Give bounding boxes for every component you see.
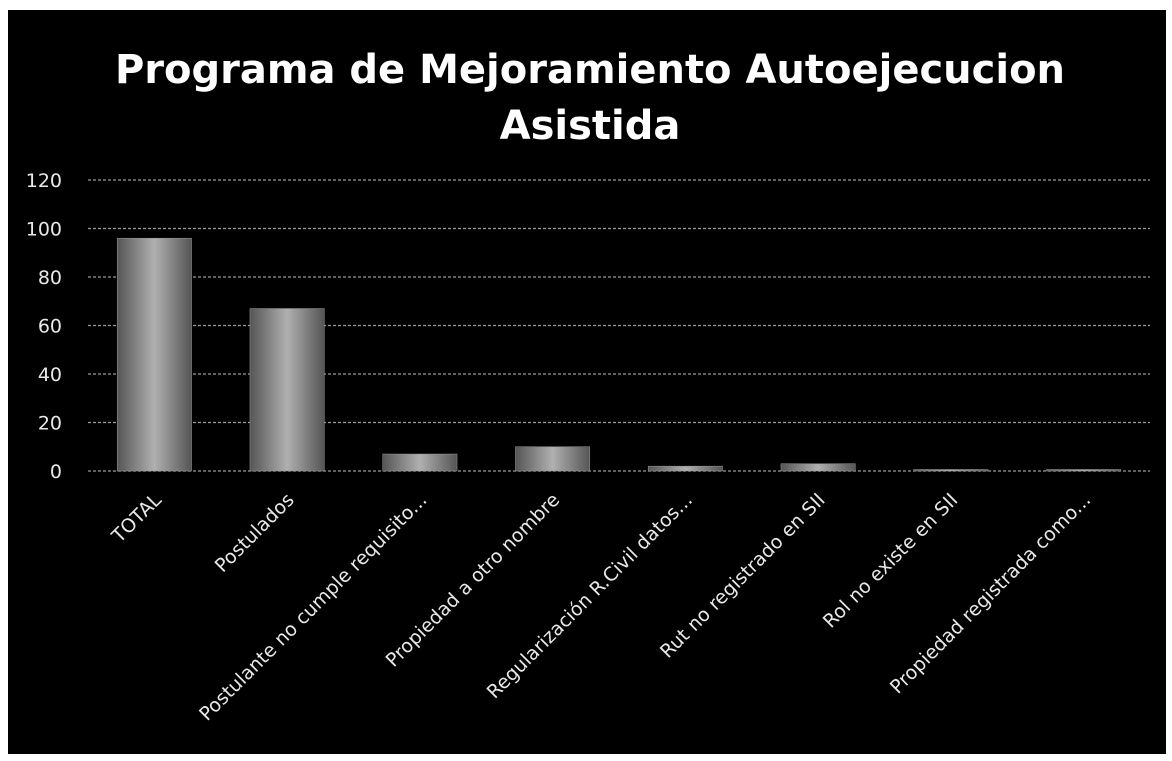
x-tick-label: Regularización R.Civil datos... [483, 489, 697, 703]
bar [249, 308, 325, 472]
bar [647, 465, 723, 472]
bar [913, 469, 989, 472]
bar [382, 453, 458, 472]
x-tick-label: TOTAL [107, 489, 166, 548]
bar [780, 463, 856, 472]
y-tick-label: 100 [26, 219, 62, 241]
chart-title: Programa de Mejoramiento Autoejecucion A… [114, 47, 1066, 149]
y-tick-label: 0 [50, 461, 62, 483]
y-tick-label: 60 [38, 316, 62, 338]
x-tick-label: Postulante no cumple requisito... [195, 489, 431, 725]
y-tick-label: 80 [38, 267, 62, 289]
bar [116, 237, 192, 472]
bar [515, 446, 591, 472]
x-tick-label: Rol no existe en SII [819, 489, 963, 633]
bar [1046, 469, 1122, 472]
y-tick-label: 120 [26, 170, 62, 192]
y-tick-label: 40 [38, 364, 62, 386]
y-tick-label: 20 [38, 413, 62, 435]
x-tick-label: Postulados [211, 489, 299, 577]
chart-background [8, 10, 1166, 754]
